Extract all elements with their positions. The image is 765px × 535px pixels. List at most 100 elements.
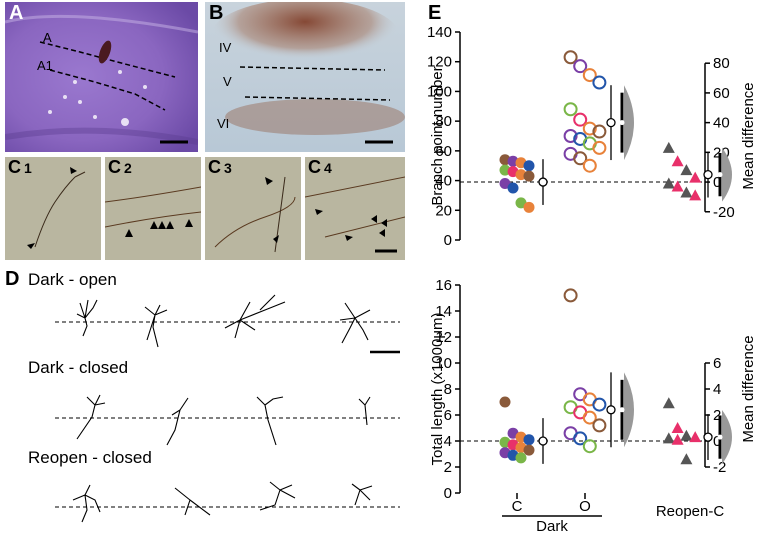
data-point-0-0: [515, 197, 527, 209]
data-point-0-1: [592, 140, 607, 155]
data-point-1-0: [515, 452, 527, 464]
data-point-1-2: [662, 397, 675, 409]
mean-diff-distribution-0-1: [722, 147, 732, 202]
data-point-1-1: [573, 431, 588, 446]
y2-tick-label-0: 0: [713, 174, 721, 191]
data-point-0-2: [662, 177, 675, 189]
data-point-1-2: [689, 431, 702, 443]
y-tick-label-0: 100: [427, 83, 452, 100]
mean-diff-point-1-0: [619, 407, 625, 413]
layer-vi-label: VI: [217, 116, 230, 131]
y-tick-label-0: 80: [435, 113, 452, 130]
mean-diff-distribution-1-1: [722, 410, 732, 465]
data-point-1-2: [680, 453, 693, 465]
data-point-1-2: [671, 422, 684, 433]
y-tick-label-0: 120: [427, 54, 452, 71]
x-label-dark: Dark: [536, 518, 568, 535]
data-point-1-2: [671, 433, 684, 445]
data-point-0-2: [680, 164, 693, 176]
mean-diff-distribution-1-0: [624, 372, 634, 448]
panel-c3-image: [205, 157, 301, 260]
panel-b-svg: [205, 2, 405, 152]
layer-v-label: V: [223, 74, 232, 89]
panel-a-image: A A1: [5, 2, 198, 152]
data-point-0-1: [573, 59, 588, 74]
panel-b-label: B: [209, 2, 224, 24]
panel-a-label: A: [9, 2, 24, 24]
row-dark-closed-label: Dark - closed: [28, 358, 129, 377]
panel-d-label: D: [5, 268, 20, 290]
y2-axis-title-0: Mean difference: [740, 82, 757, 189]
panel-d-neurons: [55, 294, 400, 523]
y2-tick-label-0: -20: [713, 204, 735, 221]
mean-diff-point-1-1: [717, 434, 723, 440]
data-point-0-1: [563, 50, 578, 65]
y-tick-label-0: 60: [435, 143, 452, 160]
y2-tick-label-0: 40: [713, 115, 730, 132]
y-tick-label-1: 10: [435, 355, 452, 372]
data-point-1-0: [523, 434, 535, 446]
area-a-label: A: [43, 30, 52, 45]
data-point-0-1: [573, 112, 588, 127]
x-label-reopen: Reopen-C: [656, 503, 725, 520]
data-point-0-0: [523, 160, 535, 172]
data-point-0-0: [523, 201, 535, 213]
panel-c1-image: [5, 157, 101, 260]
area-a1-label: A1: [37, 58, 53, 73]
y2-tick-label-1: -2: [713, 459, 726, 476]
data-point-0-1: [563, 102, 578, 117]
mean-diff-point-0-1: [717, 172, 723, 178]
data-point-0-2: [689, 171, 702, 183]
group-mean-0-1: [606, 117, 616, 128]
row-dark-open-label: Dark - open: [28, 270, 117, 289]
data-point-0-1: [592, 124, 607, 139]
y2-tick-label-0: 80: [713, 55, 730, 72]
x-label-o: O: [579, 498, 591, 515]
x-label-c: C: [512, 498, 523, 515]
mean-diff-distribution-0-0: [624, 85, 634, 161]
data-point-0-2: [671, 180, 684, 192]
data-point-0-0: [507, 182, 519, 194]
group-mean-0-0: [538, 177, 548, 187]
y2-tick-label-1: 0: [713, 433, 721, 450]
data-point-1-0: [499, 396, 511, 408]
data-point-1-0: [523, 444, 535, 456]
y-axis-title-1: Total length (x1000μm): [429, 313, 446, 466]
y-axis-title-0: Branch point number: [429, 66, 446, 205]
data-point-0-2: [689, 189, 702, 201]
data-point-1-1: [582, 439, 597, 454]
data-point-0-1: [582, 158, 597, 173]
data-point-0-1: [573, 151, 588, 166]
row-reopen-closed-label: Reopen - closed: [28, 448, 152, 467]
panel-a-svg: [5, 2, 198, 152]
layer-iv-label: IV: [219, 40, 232, 55]
y-tick-label-0: 140: [427, 24, 452, 41]
data-point-0-1: [563, 129, 578, 143]
data-point-0-1: [582, 121, 597, 136]
data-point-0-2: [662, 141, 675, 153]
data-point-0-1: [592, 75, 607, 90]
y-tick-label-1: 12: [435, 329, 452, 346]
data-point-1-1: [582, 410, 597, 425]
data-point-1-1: [592, 418, 607, 433]
group-mean-0-2: [703, 169, 713, 180]
group-mean-1-2: [703, 432, 713, 442]
y2-tick-label-1: 2: [713, 407, 721, 424]
y-tick-label-1: 8: [444, 381, 452, 398]
data-point-0-1: [582, 68, 597, 83]
data-point-0-2: [671, 155, 684, 167]
panel-c2-image: [105, 157, 201, 260]
y-tick-label-0: 20: [435, 202, 452, 219]
y-tick-label-1: 16: [435, 277, 452, 294]
data-point-1-1: [592, 397, 607, 412]
data-point-0-0: [499, 178, 511, 190]
data-point-1-2: [680, 429, 693, 441]
group-mean-1-0: [538, 436, 548, 446]
data-point-1-1: [563, 288, 578, 303]
y2-tick-label-0: 60: [713, 85, 730, 102]
y-tick-label-1: 2: [444, 459, 452, 476]
